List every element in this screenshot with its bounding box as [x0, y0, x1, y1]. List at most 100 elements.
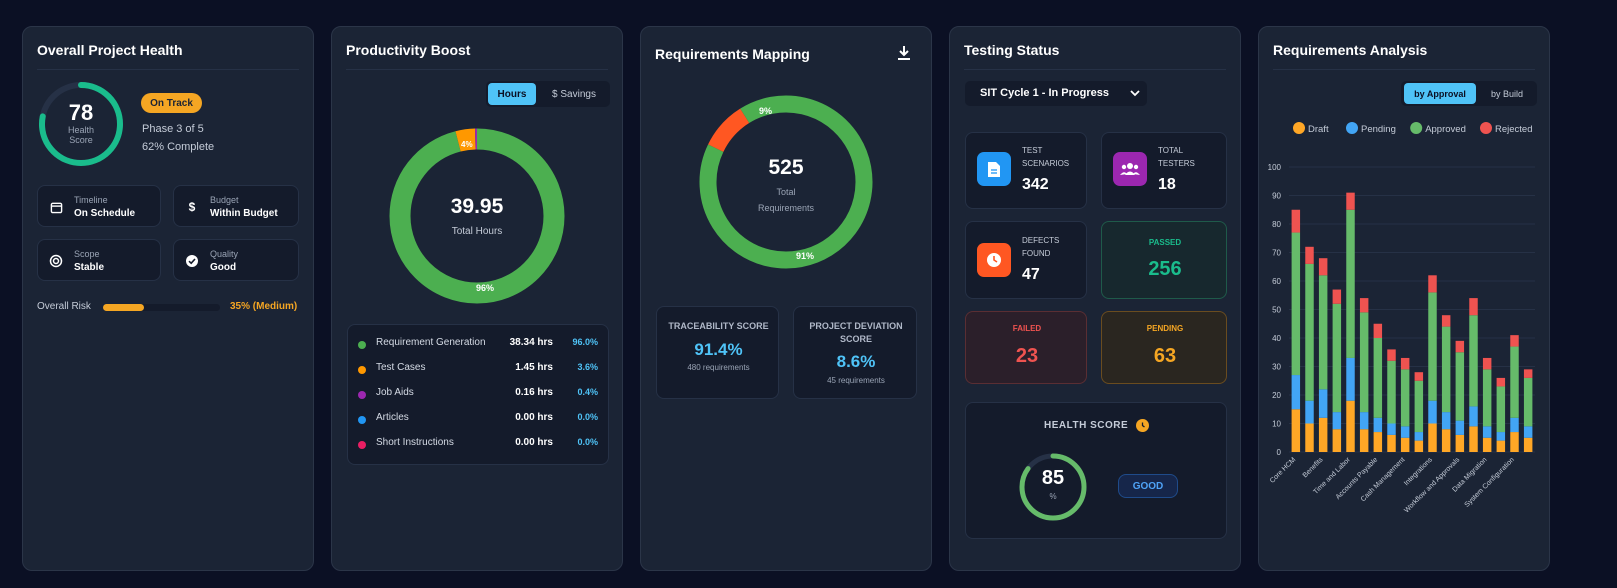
cycle-select[interactable]: SIT Cycle 1 - In Progress — [965, 81, 1147, 106]
traceability-value: 91.4% — [694, 340, 743, 359]
dollar-icon: $ — [188, 200, 196, 214]
bar-segment-draft — [1359, 429, 1369, 452]
bar-segment-draft — [1482, 437, 1492, 452]
defects-label: DEFECTS — [1022, 236, 1060, 245]
divider — [37, 69, 299, 70]
bar-segment-draft — [1441, 429, 1451, 452]
bar-segment-approved — [1400, 369, 1410, 427]
bar-segment-draft — [1305, 423, 1314, 452]
tile-label: Timeline — [74, 195, 108, 205]
y-tick-label: 0 — [1277, 448, 1282, 457]
health-score-label: Health — [67, 125, 94, 135]
bar-segment-draft — [1332, 429, 1342, 452]
row-name: Test Cases — [376, 362, 426, 373]
productivity-card: Productivity Boost Hours $ Savings 39.95… — [331, 26, 623, 571]
card-title: Productivity Boost — [346, 42, 471, 58]
legend-item: Approved — [1410, 122, 1466, 135]
badge-check-icon — [183, 252, 201, 270]
bar-segment-pending — [1441, 412, 1451, 430]
card-title: Testing Status — [964, 42, 1060, 58]
deviation-label-2: SCORE — [839, 334, 872, 344]
y-tick-label: 10 — [1272, 420, 1281, 429]
donut-label-main: 96% — [476, 283, 495, 293]
deviation-value: 8.6% — [836, 352, 876, 371]
by-build-toggle[interactable]: by Build — [1490, 88, 1524, 99]
bar-segment-rejected — [1496, 377, 1506, 387]
bar-segment-draft — [1414, 440, 1424, 452]
bar-segment-approved — [1318, 275, 1328, 390]
tile-value: Good — [210, 262, 237, 273]
requirements-bar-chart: Draft Pending Approved Rejected 0 10 20 30 40 50 6… — [1268, 122, 1535, 514]
y-tick-label: 30 — [1272, 363, 1281, 372]
legend-item: Rejected — [1480, 122, 1533, 135]
row-hours: 0.00 hrs — [515, 412, 553, 423]
legend-dot — [358, 366, 366, 374]
bar-segment-approved — [1387, 360, 1396, 424]
legend-marker — [1346, 122, 1358, 134]
bar-segment-rejected — [1373, 323, 1383, 338]
bar-segment-pending — [1523, 426, 1533, 438]
divider — [1273, 69, 1535, 70]
legend-dot — [358, 341, 366, 349]
bar-segment-rejected — [1510, 335, 1519, 347]
savings-toggle[interactable]: $ Savings — [552, 88, 596, 100]
y-tick-label: 80 — [1272, 220, 1281, 229]
bar-segment-rejected — [1469, 298, 1478, 316]
bar-segment-rejected — [1387, 349, 1396, 361]
legend-marker — [1293, 122, 1305, 134]
total-requirements-value: 525 — [768, 156, 804, 179]
bar-segment-approved — [1291, 232, 1301, 376]
testers-label-2: TESTERS — [1158, 159, 1195, 168]
bar-segment-approved — [1496, 386, 1506, 433]
testers-value: 18 — [1158, 176, 1176, 193]
bar-segment-approved — [1373, 338, 1383, 418]
failed-tile: FAILED 23 — [965, 311, 1087, 384]
analysis-card: Requirements Analysis by Approval by Bui… — [1258, 26, 1550, 571]
legend-label: Pending — [1361, 124, 1396, 135]
x-tick-label: Core HCM — [1269, 456, 1297, 484]
health-score-ring — [39, 82, 123, 166]
scenarios-tile: TEST SCENARIOS 342 — [965, 132, 1087, 209]
phase-text: Phase 3 of 5 — [142, 123, 204, 135]
download-icon[interactable] — [897, 45, 911, 61]
quality-tile: Quality Good — [173, 239, 299, 281]
mapping-donut — [699, 95, 873, 269]
bar-segment-pending — [1414, 432, 1424, 441]
target-icon — [47, 252, 65, 270]
row-hours: 0.00 hrs — [515, 437, 553, 448]
tile-value: Stable — [74, 262, 105, 273]
total-requirements-label-2: Requirements — [757, 203, 815, 213]
bar-segment-draft — [1318, 417, 1328, 452]
testers-tile: TOTAL TESTERS 18 — [1101, 132, 1227, 209]
bar-segment-approved — [1441, 326, 1451, 413]
legend-label: Draft — [1308, 124, 1329, 135]
deviation-label: PROJECT DEVIATION — [809, 321, 903, 331]
defects-label-2: FOUND — [1022, 249, 1051, 258]
calendar-icon — [47, 198, 65, 216]
bar-segment-pending — [1496, 432, 1506, 441]
total-hours-label: Total Hours — [451, 226, 503, 237]
donut-label-secondary: 4% — [461, 140, 473, 149]
budget-tile: $ Budget Within Budget — [173, 185, 299, 227]
productivity-donut — [389, 128, 565, 304]
bar-segment-pending — [1400, 426, 1410, 438]
row-percent: 0.0% — [577, 412, 598, 422]
hours-toggle[interactable]: Hours — [488, 83, 536, 105]
defects-tile: DEFECTS FOUND 47 — [965, 221, 1087, 299]
testing-card: Testing Status SIT Cycle 1 - In Progress… — [949, 26, 1241, 571]
row-name: Requirement Generation — [376, 337, 486, 348]
bar-segment-pending — [1318, 389, 1328, 418]
y-tick-label: 40 — [1272, 334, 1281, 343]
bar-segment-rejected — [1482, 357, 1492, 370]
defects-value: 47 — [1022, 266, 1040, 283]
by-approval-toggle[interactable]: by Approval — [1404, 83, 1476, 104]
donut-slice — [699, 95, 873, 269]
bar-segment-draft — [1400, 437, 1410, 452]
document-icon — [977, 152, 1011, 186]
alert-clock-icon — [1136, 419, 1149, 432]
total-requirements-label: Total — [776, 187, 796, 197]
health-gauge-unit: % — [1049, 492, 1057, 501]
bar-segment-approved — [1359, 312, 1369, 413]
card-title: Requirements Mapping — [655, 46, 810, 62]
pending-tile: PENDING 63 — [1101, 311, 1227, 384]
